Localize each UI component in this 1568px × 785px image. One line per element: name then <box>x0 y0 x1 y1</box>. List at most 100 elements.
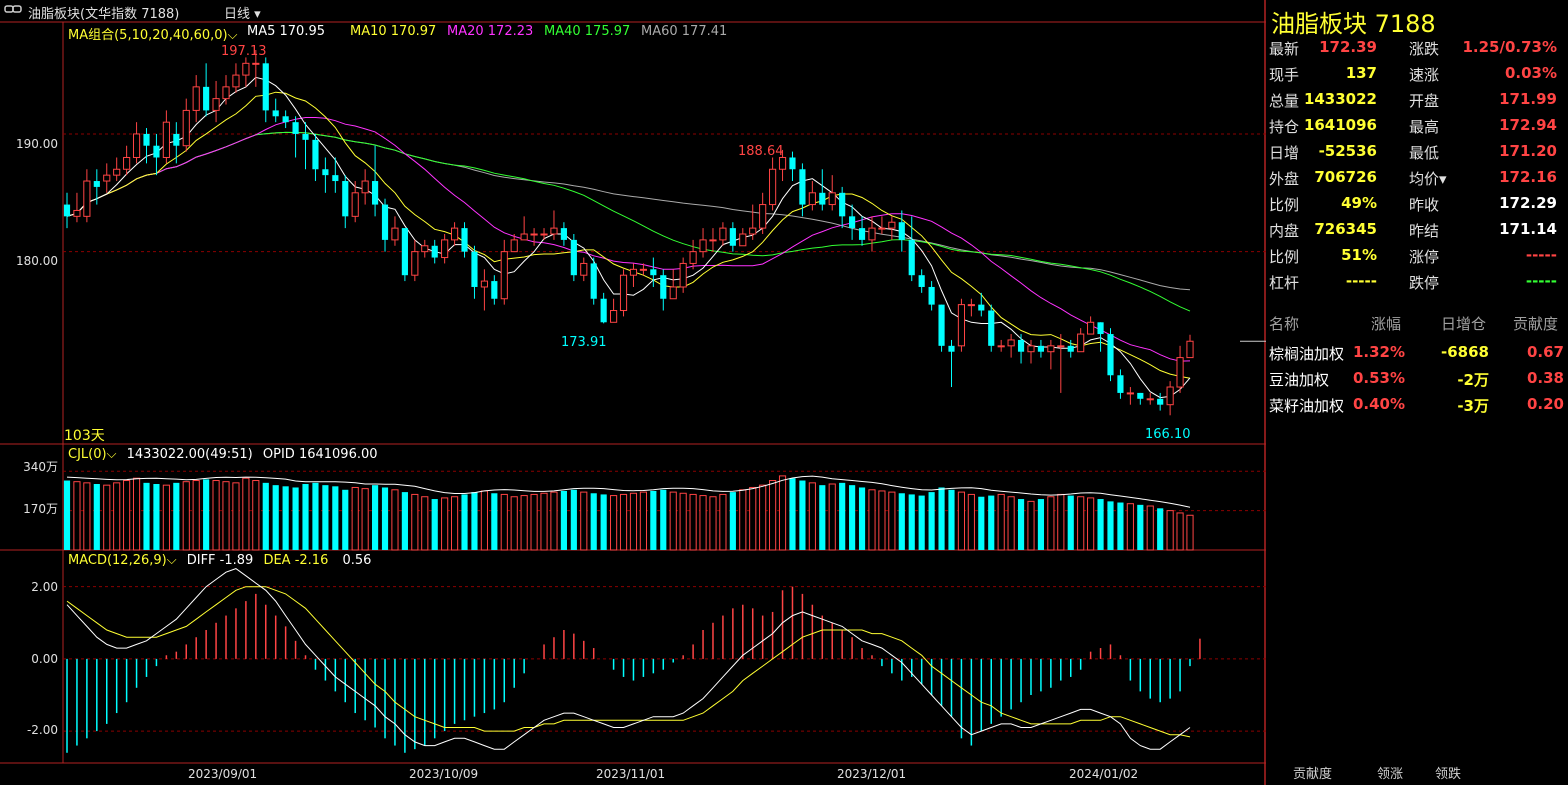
contrib-header-cell[interactable]: 贡献度 <box>1513 315 1559 333</box>
contrib-cell[interactable]: 菜籽油加权 <box>1269 397 1345 415</box>
volume-bar <box>669 491 677 551</box>
candle-body <box>1057 345 1065 348</box>
contrib-cell[interactable]: 豆油加权 <box>1269 371 1330 389</box>
volume-bar <box>819 485 826 550</box>
volume-bar <box>381 487 389 550</box>
period-selector[interactable]: 日线 ▾ <box>224 3 261 22</box>
candle-body <box>471 251 478 287</box>
candle-body <box>262 63 269 111</box>
candle-body <box>441 239 449 259</box>
quote-value: 172.94 <box>1499 116 1557 134</box>
contrib-cell[interactable]: -2万 <box>1457 371 1489 389</box>
quote-label: 最高 <box>1409 118 1440 136</box>
chart-canvas[interactable] <box>0 0 1266 785</box>
quote-label: 昨收 <box>1409 196 1440 214</box>
contrib-cell[interactable]: 1.32% <box>1352 343 1405 361</box>
quote-value: 172.29 <box>1499 194 1557 212</box>
macd-legend-name[interactable]: MACD(12,26,9) <box>68 553 167 568</box>
volume-axis-label-170: 170万 <box>23 502 58 516</box>
volume-bar <box>769 480 777 551</box>
volume-bar <box>610 495 618 551</box>
volume-bar <box>1186 514 1194 551</box>
tab-2[interactable]: 领跌 <box>1435 767 1462 782</box>
volume-legend-name[interactable]: CJL(0) <box>68 447 107 462</box>
candle-body <box>1126 392 1134 395</box>
volume-bar <box>282 486 289 550</box>
contrib-cell[interactable]: 0.38 <box>1526 369 1564 387</box>
tab-1[interactable]: 领涨 <box>1377 767 1404 782</box>
link-icon[interactable] <box>4 2 22 20</box>
quote-row: 总量 1433022 开盘 171.99 <box>1267 90 1568 116</box>
volume-bar <box>451 496 459 551</box>
candle-body <box>639 268 647 271</box>
volume-bar <box>759 484 767 551</box>
quote-row: 最新 172.39 涨跌 1.25/0.73% <box>1267 38 1568 64</box>
volume-bar <box>580 491 588 551</box>
candle-body <box>421 245 429 253</box>
volume-bar <box>153 484 160 550</box>
volume-bar <box>162 484 170 551</box>
contrib-cell[interactable]: 0.40% <box>1352 395 1405 413</box>
candle-body <box>143 133 150 146</box>
candle-body <box>332 175 339 182</box>
volume-bar <box>1137 504 1144 550</box>
macd-legend: MACD(12,26,9)⌵ DIFF -1.89 DEA -2.16 0.56 <box>68 553 371 568</box>
volume-bar <box>530 493 538 551</box>
contrib-cell[interactable]: -3万 <box>1457 397 1489 415</box>
candle-body <box>839 192 846 217</box>
volume-bar <box>699 495 707 551</box>
contrib-header-cell[interactable]: 名称 <box>1269 315 1300 333</box>
candle-body <box>1107 334 1114 376</box>
contrib-header-cell[interactable]: 日增仓 <box>1441 315 1487 333</box>
candle-body <box>342 181 349 217</box>
quote-label: 昨结 <box>1409 222 1440 240</box>
candle-body <box>580 262 588 276</box>
volume-bar <box>1166 510 1174 551</box>
candle-body <box>778 156 787 170</box>
chevron-down-icon: ⌵ <box>106 447 117 462</box>
candle-body <box>431 245 438 258</box>
candle-body <box>689 251 697 264</box>
quote-label: 总量 <box>1269 92 1300 110</box>
candle-body <box>162 121 170 158</box>
quote-panel: 油脂板块 7188 最新 172.39 涨跌 1.25/0.73% 现手 137 速涨 0.0… <box>1267 0 1568 785</box>
volume-bar <box>898 493 905 550</box>
candle-body <box>1077 333 1085 353</box>
volume-bar <box>689 493 697 551</box>
contrib-cell[interactable]: 棕榈油加权 <box>1269 345 1345 363</box>
contrib-header-cell[interactable]: 涨幅 <box>1371 315 1402 333</box>
candle-body <box>769 168 777 206</box>
contrib-cell[interactable]: 0.67 <box>1526 343 1564 361</box>
candle-body <box>252 62 260 65</box>
contrib-cell[interactable]: 0.53% <box>1352 369 1405 387</box>
quote-value: 0.03% <box>1504 64 1557 82</box>
candle-body <box>83 180 91 217</box>
candle-body <box>212 98 220 111</box>
volume-bar <box>789 478 796 550</box>
macd-axis-label-neg2: -2.00 <box>26 723 58 737</box>
volume-bar <box>1107 501 1114 550</box>
volume-bar <box>173 482 180 550</box>
quote-row: 外盘 706726 均价▾ 172.16 <box>1267 168 1568 194</box>
volume-bar <box>471 492 478 550</box>
volume-bar <box>550 491 558 551</box>
volume-bar <box>332 486 339 550</box>
ma-legend-name[interactable]: MA组合(5,10,20,40,60,0)⌵ <box>68 28 238 43</box>
contrib-cell[interactable]: -6868 <box>1441 343 1489 361</box>
candle-body <box>1027 345 1035 353</box>
volume-bar <box>222 481 230 551</box>
quote-value: -52536 <box>1318 142 1377 160</box>
volume-bar <box>123 480 131 551</box>
volume-bar <box>342 489 349 550</box>
quote-value: 137 <box>1345 64 1377 82</box>
x-axis-label-0102: 2024/01/02 <box>1069 767 1139 781</box>
candle-body <box>451 227 459 241</box>
quote-value: ----- <box>1345 272 1377 290</box>
x-axis-label-1009: 2023/10/09 <box>409 767 479 781</box>
candle-body <box>660 275 667 299</box>
tab-0[interactable]: 贡献度 <box>1293 767 1333 782</box>
candle-body <box>510 239 518 253</box>
quote-label: 比例 <box>1269 248 1300 266</box>
contrib-cell[interactable]: 0.20 <box>1526 395 1564 413</box>
candle-body <box>371 181 379 205</box>
